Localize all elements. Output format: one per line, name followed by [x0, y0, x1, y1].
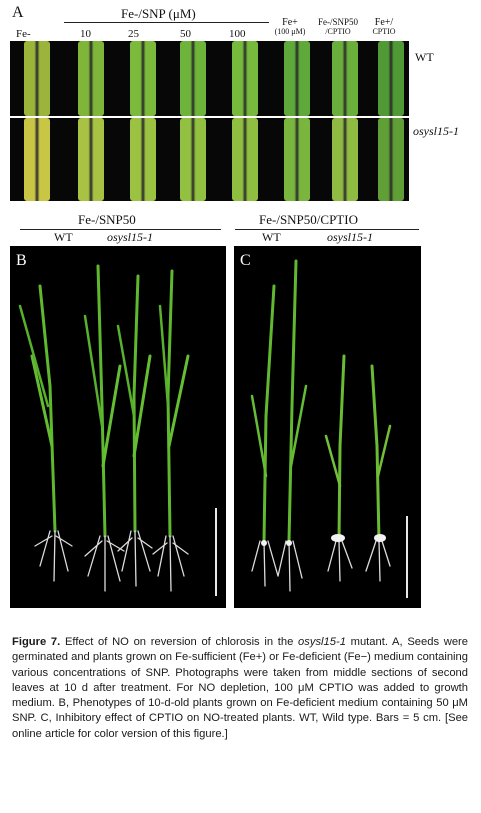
col-label-fe-plus-cptio: Fe+/ CPTIO: [366, 17, 402, 37]
leaf-row-mutant: [10, 118, 409, 201]
col-label-fe-plus-cptio-line1: Fe+/: [374, 17, 394, 28]
seedling: [250, 284, 279, 587]
col-label-50: 50: [180, 28, 191, 40]
leaf-strip: [332, 41, 358, 116]
col-label-fe-plus: Fe+ (100 μM): [268, 17, 312, 37]
figure-label: Figure 7: [12, 636, 58, 648]
caption-text-c: C, Inhibitory effect of CPTIO on NO-trea…: [12, 712, 469, 740]
scale-bar: [406, 516, 408, 598]
panel-b-seedlings: [18, 264, 190, 592]
caption-text-b: B, Phenotypes of 10-d-old plants grown o…: [12, 697, 469, 725]
leaf-strip: [378, 41, 404, 116]
leaf-strip: [24, 41, 50, 116]
leaf-strip: [78, 41, 104, 116]
leaf-strip: [180, 118, 206, 201]
row-label-wt: WT: [415, 50, 434, 64]
leaf-strip: [130, 118, 156, 201]
seedling: [116, 274, 153, 587]
panel-c-seedlings: [250, 259, 392, 592]
col-label-fe-minus: Fe-: [16, 28, 31, 40]
seedling: [152, 269, 190, 592]
panel-c-header-line: [235, 229, 419, 230]
seedling: [324, 354, 353, 582]
panel-a-letter: A: [12, 4, 24, 21]
col-label-100: 100: [229, 28, 246, 40]
caption-gene: osysl15-1: [298, 636, 346, 648]
panel-c-letter: C: [240, 252, 251, 269]
caption-title: Effect of NO on reversion of chlorosis i…: [64, 636, 299, 648]
col-label-fe-plus-cptio-line2: CPTIO: [372, 27, 396, 36]
leaf-row-wt: [10, 41, 409, 116]
leaf-strip: [78, 118, 104, 201]
caption-title-end: mutant.: [345, 636, 388, 648]
panel-b-header-line: [20, 229, 221, 230]
panel-c-label-mutant: osysl15-1: [327, 230, 373, 244]
leaf-strip: [284, 41, 310, 116]
seedling: [18, 284, 73, 582]
leaf-strip: [232, 118, 258, 201]
panel-b-photo: B: [10, 246, 226, 608]
col-label-snp50-cptio-line1: Fe-/SNP50: [317, 17, 358, 27]
scale-bar: [215, 508, 217, 596]
panel-c-label-wt: WT: [262, 230, 281, 244]
panel-b-letter: B: [16, 252, 27, 269]
snp-group-line: [64, 22, 269, 23]
panel-b-title: Fe-/SNP50: [78, 212, 136, 227]
leaf-strip: [232, 41, 258, 116]
snp-group-title: Fe-/SNP (μM): [121, 6, 196, 21]
seedling: [277, 259, 308, 592]
leaf-strip: [180, 41, 206, 116]
caption-text-a: A, Seeds were germinated and plants grow…: [12, 636, 469, 710]
col-label-snp50-cptio-line2: /CPTIO: [325, 27, 351, 36]
leaf-strip: [284, 118, 310, 201]
seedling: [365, 364, 392, 582]
figure-caption: Figure 7. Effect of NO on reversion of c…: [12, 636, 469, 740]
col-label-25: 25: [128, 28, 139, 40]
panel-b-label-mutant: osysl15-1: [107, 230, 153, 244]
col-label-fe-plus-line1: Fe+: [282, 17, 298, 28]
leaf-strip: [24, 118, 50, 201]
leaf-strip: [332, 118, 358, 201]
leaf-strip: [130, 41, 156, 116]
seedling: [83, 264, 125, 592]
leaf-strip: [378, 118, 404, 201]
panel-b-label-wt: WT: [54, 230, 73, 244]
panel-c-photo: C: [234, 246, 421, 608]
col-label-10: 10: [80, 28, 91, 40]
row-label-mutant: osysl15-1: [413, 124, 459, 138]
col-label-fe-plus-line2: (100 μM): [274, 27, 306, 36]
panel-c-title: Fe-/SNP50/CPTIO: [259, 212, 358, 227]
col-label-snp50-cptio: Fe-/SNP50 /CPTIO: [314, 17, 362, 37]
